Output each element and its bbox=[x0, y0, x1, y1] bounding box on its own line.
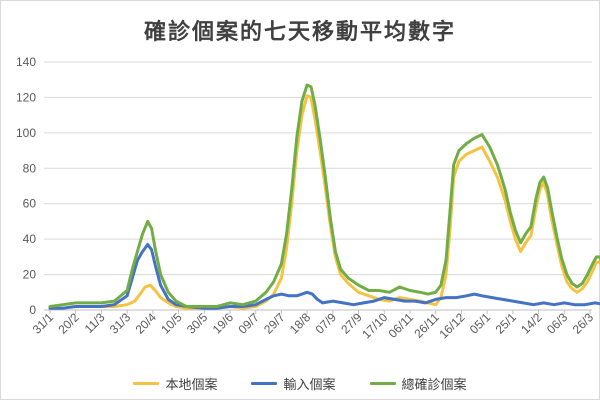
y-axis-ticks: 0 20 40 60 80 100 120 140 bbox=[16, 55, 36, 317]
series-lines bbox=[48, 83, 600, 310]
y-tick-label: 120 bbox=[16, 90, 36, 104]
x-tick-label: 30/5 bbox=[184, 310, 211, 337]
series-line-imported bbox=[48, 243, 600, 310]
y-tick-label: 100 bbox=[16, 126, 36, 140]
x-tick-label: 26/3 bbox=[570, 310, 597, 337]
legend-swatch-total bbox=[369, 382, 396, 385]
y-tick-label: 80 bbox=[23, 161, 37, 175]
x-tick-label: 06/3 bbox=[544, 310, 571, 337]
y-tick-label: 20 bbox=[23, 268, 37, 282]
x-tick-label: 14/2 bbox=[518, 310, 545, 337]
y-tick-label: 60 bbox=[23, 197, 37, 211]
legend-swatch-imported bbox=[251, 382, 278, 385]
legend: 本地個案 輸入個案 總確診個案 bbox=[0, 374, 600, 393]
legend-label-total: 總確診個案 bbox=[401, 378, 467, 393]
x-tick-label: 06/11 bbox=[386, 310, 417, 341]
x-tick-label: 11/3 bbox=[82, 310, 108, 336]
x-tick-label: 07/9 bbox=[313, 310, 340, 337]
x-tick-label: 16/12 bbox=[436, 310, 467, 341]
y-tick-label: 40 bbox=[23, 232, 37, 246]
x-tick-label: 29/7 bbox=[261, 310, 288, 337]
x-tick-label: 20/2 bbox=[55, 310, 82, 337]
legend-item-imported: 輸入個案 bbox=[251, 374, 336, 393]
x-axis-ticks: 31/1 20/2 11/3 31/3 20/4 10/5 30/5 19/6 09/7 29/7… bbox=[30, 310, 597, 341]
y-tick-label: 0 bbox=[29, 303, 36, 317]
x-tick-label: 19/6 bbox=[210, 310, 237, 337]
legend-swatch-local bbox=[133, 382, 160, 385]
x-tick-label: 10/5 bbox=[158, 310, 185, 337]
x-tick-label: 25/1 bbox=[493, 310, 520, 337]
x-tick-label: 31/3 bbox=[107, 310, 134, 337]
legend-label-local: 本地個案 bbox=[165, 378, 218, 393]
x-tick-label: 20/4 bbox=[133, 310, 160, 337]
chart-title: 確診個案的七天移動平均數字 bbox=[143, 19, 456, 45]
x-tick-label: 18/8 bbox=[287, 310, 314, 337]
legend-item-total: 總確診個案 bbox=[369, 374, 467, 393]
x-tick-label: 26/11 bbox=[411, 310, 442, 341]
series-line-local bbox=[48, 94, 600, 310]
x-tick-label: 05/1 bbox=[467, 310, 494, 337]
x-tick-label: 09/7 bbox=[235, 310, 262, 337]
gridlines bbox=[44, 61, 592, 311]
y-tick-label: 140 bbox=[16, 55, 36, 69]
legend-label-imported: 輸入個案 bbox=[283, 378, 336, 393]
x-tick-label: 17/10 bbox=[359, 310, 390, 341]
series-line-total bbox=[48, 83, 600, 308]
legend-item-local: 本地個案 bbox=[133, 374, 217, 393]
